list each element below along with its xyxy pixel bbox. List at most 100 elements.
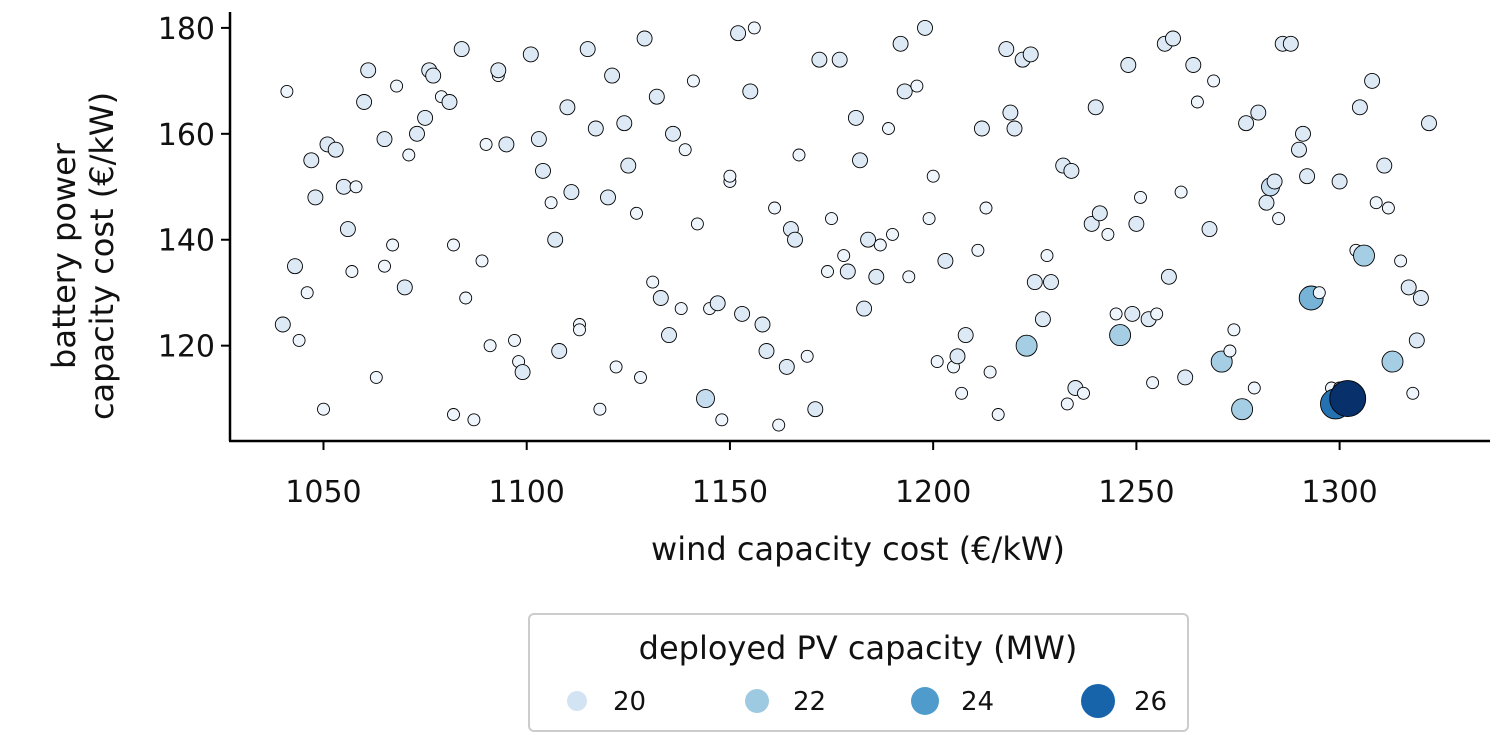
data-point bbox=[1421, 115, 1437, 132]
data-point bbox=[447, 238, 460, 252]
data-point bbox=[1282, 35, 1299, 52]
data-point bbox=[852, 152, 868, 169]
data-point bbox=[616, 115, 633, 132]
y-axis-title: battery powercapacity cost (€/kW) bbox=[45, 92, 121, 420]
data-point bbox=[467, 413, 481, 427]
data-point bbox=[1165, 30, 1181, 47]
data-point bbox=[327, 141, 344, 158]
data-point bbox=[609, 360, 623, 374]
legend-marker bbox=[911, 687, 939, 715]
data-point bbox=[544, 196, 558, 210]
data-point bbox=[1364, 72, 1381, 89]
data-point bbox=[646, 275, 660, 289]
data-point bbox=[807, 401, 824, 418]
y-tick-label: 120 bbox=[158, 330, 215, 365]
data-point bbox=[1026, 274, 1043, 291]
data-point bbox=[479, 137, 493, 151]
data-point bbox=[787, 231, 803, 248]
data-point bbox=[1381, 350, 1404, 373]
data-point bbox=[287, 258, 303, 275]
data-point bbox=[1060, 397, 1074, 411]
legend-marker bbox=[745, 689, 769, 713]
data-point bbox=[955, 386, 969, 400]
data-point bbox=[723, 169, 737, 183]
data-point bbox=[1015, 334, 1038, 357]
data-point bbox=[652, 290, 669, 306]
data-point bbox=[1266, 173, 1283, 190]
data-point bbox=[300, 286, 314, 300]
data-point bbox=[778, 358, 795, 375]
data-point bbox=[1034, 311, 1051, 328]
data-point bbox=[678, 143, 692, 157]
data-point bbox=[1312, 286, 1326, 300]
data-point bbox=[1238, 115, 1255, 132]
data-point bbox=[696, 389, 715, 409]
legend: deployed PV capacity (MW) 20 22 24 26 bbox=[528, 613, 1189, 732]
data-point bbox=[360, 62, 377, 79]
x-axis-title: wind capacity cost (€/kW) bbox=[651, 530, 1065, 568]
data-point bbox=[1006, 120, 1023, 137]
data-point bbox=[1381, 201, 1395, 215]
x-tick-label: 1250 bbox=[1098, 475, 1174, 510]
data-point bbox=[910, 79, 924, 93]
data-point bbox=[1083, 215, 1100, 232]
data-point bbox=[665, 125, 681, 142]
data-point bbox=[1272, 212, 1286, 226]
data-point bbox=[1250, 104, 1267, 121]
data-point bbox=[1412, 290, 1429, 306]
data-point bbox=[973, 120, 990, 137]
data-point bbox=[1002, 104, 1019, 121]
data-point bbox=[303, 152, 320, 169]
data-point bbox=[1109, 307, 1123, 321]
data-point bbox=[620, 157, 637, 174]
data-point bbox=[1400, 279, 1417, 296]
data-point bbox=[1160, 268, 1177, 285]
y-tick-label: 140 bbox=[158, 224, 215, 259]
data-point bbox=[821, 265, 834, 278]
data-point bbox=[339, 221, 356, 238]
data-point bbox=[551, 343, 568, 359]
legend-label: 22 bbox=[793, 687, 826, 717]
data-point bbox=[441, 94, 458, 110]
data-point bbox=[1190, 95, 1204, 109]
data-point bbox=[1227, 323, 1241, 337]
data-point bbox=[1376, 157, 1393, 174]
data-point bbox=[1394, 254, 1408, 268]
data-point bbox=[1406, 386, 1420, 400]
data-point bbox=[369, 370, 383, 384]
legend-label: 20 bbox=[613, 687, 646, 717]
data-point bbox=[811, 51, 828, 68]
data-point bbox=[758, 343, 775, 359]
data-point bbox=[1146, 376, 1160, 390]
data-point bbox=[648, 88, 665, 105]
data-point bbox=[600, 189, 616, 206]
data-point bbox=[1043, 274, 1059, 291]
data-point bbox=[983, 365, 997, 379]
data-point bbox=[1109, 324, 1132, 347]
data-point bbox=[742, 83, 759, 100]
y-tick-label: 180 bbox=[158, 12, 215, 47]
data-point bbox=[530, 131, 547, 148]
data-point bbox=[1150, 307, 1164, 321]
y-ticks: 120 140 160 180 bbox=[158, 12, 230, 365]
data-point bbox=[991, 408, 1005, 421]
data-point bbox=[630, 206, 643, 220]
data-point bbox=[1063, 162, 1080, 179]
data-point bbox=[1247, 381, 1261, 395]
y-tick-label: 160 bbox=[158, 118, 215, 153]
x-tick-label: 1300 bbox=[1301, 475, 1377, 510]
data-point bbox=[604, 67, 621, 84]
data-point bbox=[307, 189, 324, 206]
x-tick-label: 1050 bbox=[285, 475, 361, 510]
data-point bbox=[1134, 190, 1147, 204]
data-point bbox=[674, 302, 688, 316]
data-point bbox=[378, 259, 391, 273]
data-point bbox=[715, 413, 729, 427]
data-point bbox=[396, 279, 413, 296]
data-point bbox=[490, 62, 507, 79]
data-point bbox=[831, 51, 848, 68]
data-point bbox=[971, 243, 985, 257]
x-tick-label: 1100 bbox=[489, 475, 565, 510]
data-point bbox=[459, 291, 473, 305]
